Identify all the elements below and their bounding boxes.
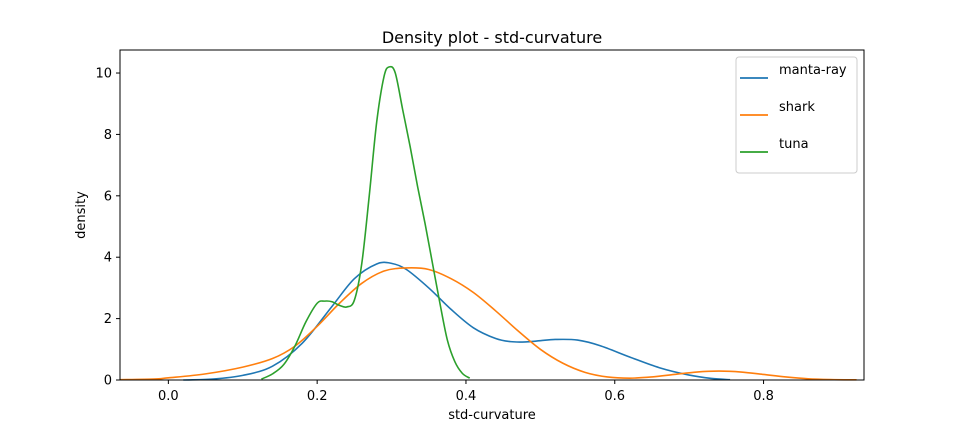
- series-line-tuna: [261, 65, 471, 380]
- y-tick-label: 4: [104, 251, 112, 266]
- x-tick-label: 0.6: [604, 389, 625, 404]
- legend-label-manta-ray: manta-ray: [779, 63, 847, 78]
- y-tick-label: 0: [104, 374, 112, 389]
- x-tick-label: 0.2: [307, 389, 328, 404]
- series-line-manta-ray: [183, 261, 731, 381]
- y-tick-label: 2: [104, 312, 112, 327]
- y-tick-label: 10: [95, 67, 112, 82]
- legend-box: [735, 56, 858, 174]
- x-axis: 0.0 0.2 0.4 0.6 0.8: [158, 380, 774, 404]
- x-axis-label: std-curvature: [448, 408, 536, 423]
- y-tick-label: 8: [104, 128, 112, 143]
- chart-title: Density plot - std-curvature: [382, 28, 602, 47]
- y-tick-label: 6: [104, 189, 112, 204]
- legend-label-tuna: tuna: [779, 137, 809, 152]
- legend: manta-ray shark tuna: [735, 56, 858, 174]
- legend-label-shark: shark: [779, 100, 815, 115]
- y-axis: 0 2 4 6 8 10: [95, 67, 120, 389]
- x-tick-label: 0.8: [753, 389, 774, 404]
- series-layer: [119, 65, 857, 381]
- series-line-shark: [119, 267, 857, 381]
- y-axis-label: density: [74, 191, 89, 239]
- x-tick-label: 0.0: [158, 389, 179, 404]
- x-tick-label: 0.4: [456, 389, 477, 404]
- plot-frame: [119, 49, 865, 381]
